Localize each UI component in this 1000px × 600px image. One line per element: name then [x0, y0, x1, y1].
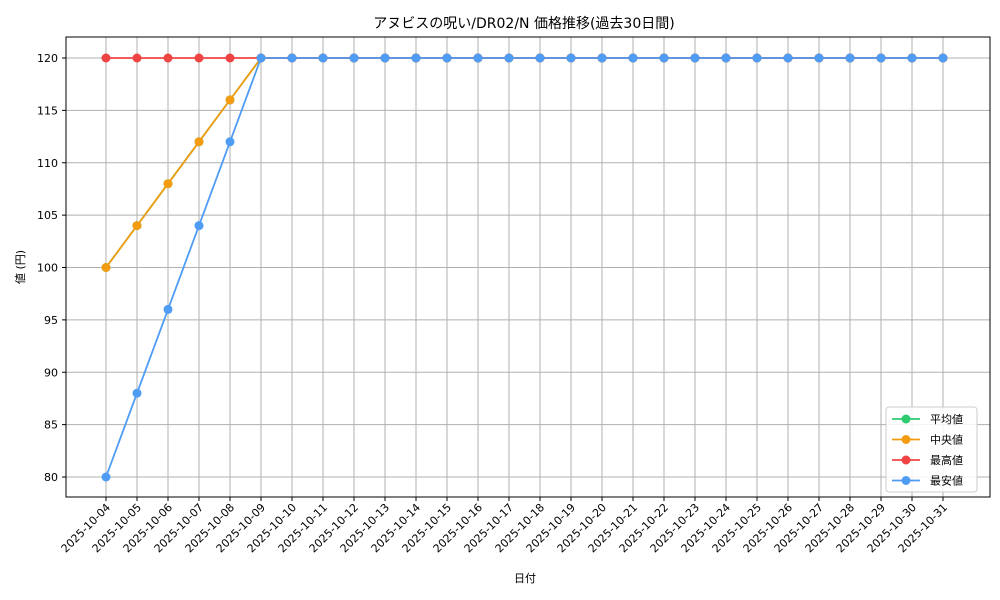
data-point — [163, 53, 173, 63]
data-point — [194, 221, 204, 231]
legend-label: 最高値 — [930, 453, 963, 467]
data-point — [721, 53, 731, 63]
data-point — [876, 53, 886, 63]
data-point — [814, 53, 824, 63]
data-point — [411, 53, 421, 63]
data-point — [163, 179, 173, 189]
x-axis-label: 日付 — [514, 572, 536, 585]
data-point — [225, 95, 235, 105]
y-tick-label: 120 — [37, 52, 58, 65]
y-tick-label: 105 — [37, 209, 58, 222]
grid-lines — [66, 37, 990, 497]
legend-frame — [885, 406, 978, 493]
y-axis-ticks: 80 85 90 95 100 105 110 115 120 — [37, 52, 66, 484]
data-point — [194, 53, 204, 63]
data-point — [597, 53, 607, 63]
y-tick-label: 90 — [44, 366, 58, 379]
series-line — [105, 57, 943, 478]
data-point — [783, 53, 793, 63]
data-point — [132, 53, 142, 63]
series-3 — [101, 53, 948, 482]
legend-label: 中央値 — [930, 434, 963, 447]
data-point — [845, 53, 855, 63]
data-point — [752, 53, 762, 63]
data-point — [256, 53, 266, 63]
legend-marker — [901, 435, 911, 444]
data-point — [225, 137, 235, 147]
y-tick-label: 85 — [44, 419, 58, 432]
data-point — [659, 53, 669, 63]
legend-marker — [901, 455, 911, 465]
y-tick-label: 115 — [37, 104, 58, 117]
data-point — [473, 53, 483, 63]
y-tick-label: 80 — [44, 471, 58, 484]
data-point — [349, 53, 359, 63]
legend-marker — [901, 414, 911, 424]
data-point — [132, 221, 142, 231]
data-point — [225, 53, 235, 63]
data-point — [101, 472, 111, 482]
data-point — [628, 53, 638, 63]
data-point — [442, 53, 452, 63]
y-tick-label: 110 — [37, 157, 58, 170]
data-point — [535, 53, 545, 63]
data-point — [194, 137, 204, 147]
data-point — [101, 263, 111, 272]
data-point — [938, 53, 948, 63]
y-tick-label: 100 — [37, 262, 58, 275]
data-point — [163, 304, 173, 314]
data-point — [287, 53, 297, 63]
chart-title: アヌビスの呪い/DR02/N 価格推移(過去30日間) — [373, 16, 674, 32]
data-point — [101, 53, 111, 63]
x-axis-ticks: 2025-10-042025-10-052025-10-062025-10-07… — [59, 497, 950, 555]
y-axis-label: 値 (円) — [14, 250, 27, 284]
y-tick-label: 95 — [44, 314, 58, 327]
data-point — [907, 53, 917, 63]
data-point — [504, 53, 514, 63]
data-point — [380, 53, 390, 63]
legend-label: 平均値 — [930, 413, 963, 426]
data-point — [132, 388, 142, 398]
data-point — [318, 53, 328, 63]
legend-marker — [901, 476, 911, 485]
data-series — [101, 53, 948, 482]
data-point — [566, 53, 576, 63]
data-point — [690, 53, 700, 63]
legend-label: 最安値 — [930, 474, 963, 488]
